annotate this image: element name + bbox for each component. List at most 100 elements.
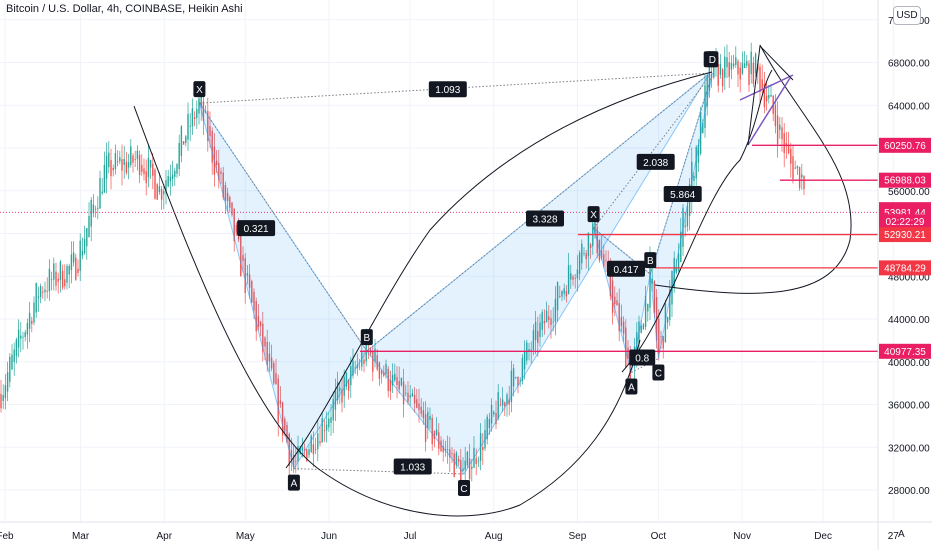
candle-body xyxy=(116,161,119,162)
candle-body xyxy=(319,441,321,444)
candle-body xyxy=(666,317,669,323)
candle-body xyxy=(510,370,513,403)
candle-body xyxy=(545,310,548,323)
currency-button[interactable]: USD xyxy=(893,6,921,25)
candle-body xyxy=(411,393,414,397)
x-tick-label: Nov xyxy=(733,531,751,542)
candle-body xyxy=(416,399,418,408)
candle-body xyxy=(268,353,271,362)
candle-body xyxy=(273,362,275,384)
candle-body xyxy=(380,370,383,375)
candle-body xyxy=(17,329,20,348)
candle-body xyxy=(554,298,557,322)
candle-body xyxy=(202,101,205,121)
candle-body xyxy=(541,312,543,330)
candle-body xyxy=(20,335,22,339)
candle-body xyxy=(717,63,719,86)
candle-body xyxy=(768,95,770,99)
candle-body xyxy=(611,280,614,313)
candle-body xyxy=(211,130,213,163)
candle-body xyxy=(530,349,532,351)
candle-body xyxy=(532,330,535,350)
price-axis: 72000.0068000.0064000.0060000.0056000.00… xyxy=(877,0,931,550)
candle-body xyxy=(493,411,495,415)
auto-scale-button[interactable]: A xyxy=(898,529,905,540)
point-label-x: X xyxy=(590,210,597,221)
candle-body xyxy=(570,273,572,280)
candle-body xyxy=(99,178,101,209)
candle-body xyxy=(735,57,737,65)
candle-body xyxy=(616,300,618,306)
candle-body xyxy=(765,95,768,102)
candle-body xyxy=(257,316,260,327)
candle-body xyxy=(451,453,453,455)
candle-body xyxy=(220,171,222,174)
candle-body xyxy=(561,291,563,297)
candle-body xyxy=(803,175,805,190)
candle-body xyxy=(108,152,110,168)
candle-body xyxy=(794,167,796,169)
candle-body xyxy=(585,253,587,260)
candle-body xyxy=(719,63,722,75)
candle-body xyxy=(281,402,284,436)
candle-body xyxy=(336,382,339,401)
candle-body xyxy=(519,380,521,382)
candle-body xyxy=(495,413,497,425)
candle-body xyxy=(198,98,200,114)
candle-body xyxy=(790,148,792,164)
candle-body xyxy=(334,390,337,410)
ratio-label-bg xyxy=(607,260,645,277)
candle-body xyxy=(578,252,581,274)
candle-body xyxy=(147,157,150,178)
candle-body xyxy=(394,373,396,381)
candle-body xyxy=(270,357,273,369)
x-tick-label: May xyxy=(236,531,255,542)
candle-body xyxy=(191,108,194,127)
candle-body xyxy=(26,323,29,335)
candle-body xyxy=(396,377,398,386)
candle-body xyxy=(574,278,576,279)
y-tick-label: 44000.00 xyxy=(888,315,930,326)
x-tick-label: Jun xyxy=(321,531,337,542)
wedge-outline xyxy=(747,44,794,146)
candle-body xyxy=(215,160,218,166)
candle-body xyxy=(253,291,255,311)
candle-body xyxy=(677,253,680,271)
candle-body xyxy=(343,376,345,396)
x-tick-label: Mar xyxy=(72,531,90,542)
candle-body xyxy=(90,199,92,227)
candle-body xyxy=(180,126,183,157)
candle-body xyxy=(680,231,682,262)
candle-body xyxy=(702,122,704,133)
candle-body xyxy=(134,159,136,160)
candle-body xyxy=(387,368,389,392)
candle-body xyxy=(292,454,295,468)
candle-body xyxy=(801,174,803,178)
point-label-x: X xyxy=(196,85,203,96)
candle-body xyxy=(556,282,559,311)
candle-body xyxy=(61,270,64,288)
candle-body xyxy=(594,218,596,235)
candle-body xyxy=(508,399,510,405)
candle-body xyxy=(37,296,40,298)
candle-body xyxy=(713,57,715,78)
candle-body xyxy=(515,376,517,378)
price-marker-bg xyxy=(879,214,931,230)
candle-body xyxy=(572,276,574,280)
candle-body xyxy=(55,271,57,286)
candle-body xyxy=(303,449,306,450)
candle-body xyxy=(48,268,51,292)
candle-body xyxy=(259,321,262,326)
pattern-triangle xyxy=(198,102,368,470)
candle-body xyxy=(660,335,662,337)
candle-body xyxy=(0,393,2,409)
candle-body xyxy=(537,331,539,343)
candle-body xyxy=(400,377,403,386)
candle-body xyxy=(504,402,506,407)
candle-body xyxy=(521,357,524,381)
candle-body xyxy=(57,278,59,282)
candle-body xyxy=(583,252,585,254)
candle-body xyxy=(165,180,167,193)
